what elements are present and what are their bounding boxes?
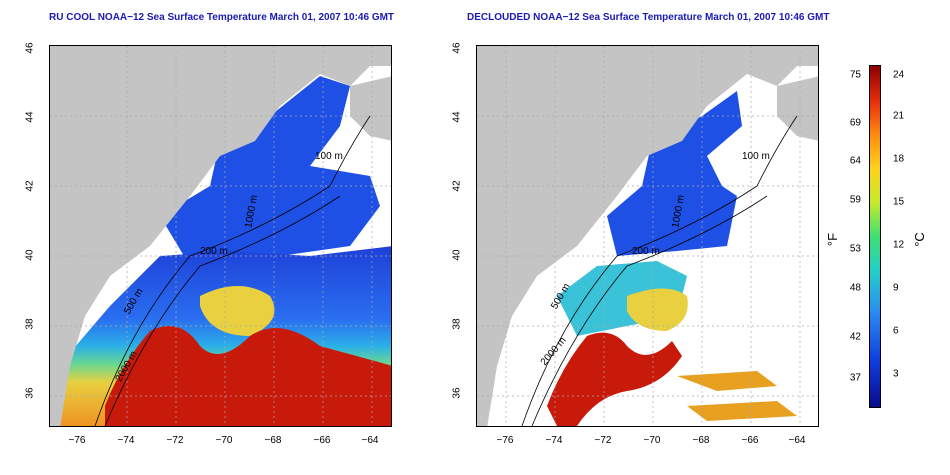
right-lon-tick: −76 bbox=[496, 435, 514, 446]
left-lat-tick: 42 bbox=[24, 180, 36, 192]
right-sst-map: 100 m 2000 m 500 m 1000 m 200 m bbox=[476, 45, 819, 427]
colorbar-fahrenheit-tick: 64 bbox=[849, 155, 861, 167]
left-lon-tick: −64 bbox=[361, 435, 379, 446]
right-lat-tick: 36 bbox=[451, 387, 463, 399]
contour-label-200m: 200 m bbox=[200, 246, 228, 257]
nova-scotia-land bbox=[777, 76, 818, 141]
left-lat-tick: 40 bbox=[24, 249, 36, 261]
left-lon-tick: −76 bbox=[68, 435, 86, 446]
right-lon-tick: −68 bbox=[692, 435, 710, 446]
contour-label-100m: 100 m bbox=[742, 151, 770, 162]
left-lon-tick: −68 bbox=[264, 435, 282, 446]
colorbar-fahrenheit-tick: 48 bbox=[849, 282, 861, 294]
land-mass bbox=[477, 46, 818, 426]
left-lon-tick: −72 bbox=[166, 435, 184, 446]
left-panel-title: RU COOL NOAA−12 Sea Surface Temperature … bbox=[49, 12, 395, 23]
colorbar-celsius-tick: 24 bbox=[893, 69, 905, 81]
right-lon-tick: −72 bbox=[594, 435, 612, 446]
colorbar-fahrenheit-tick: 42 bbox=[849, 331, 861, 343]
right-lat-tick: 40 bbox=[451, 249, 463, 261]
cold-shelf-water bbox=[160, 76, 380, 266]
warm-eddy bbox=[200, 286, 275, 336]
colorbar-fahrenheit-tick: 37 bbox=[849, 372, 861, 384]
right-lat-tick: 44 bbox=[451, 111, 463, 123]
temperature-colorbar bbox=[869, 65, 881, 408]
right-panel-title: DECLOUDED NOAA−12 Sea Surface Temperatur… bbox=[467, 12, 830, 23]
left-lat-tick: 38 bbox=[24, 318, 36, 330]
colorbar-fahrenheit-tick: 69 bbox=[849, 117, 861, 129]
land-mass bbox=[50, 46, 391, 426]
colorbar-celsius-tick: 9 bbox=[893, 282, 899, 294]
colorbar-fahrenheit-tick: 59 bbox=[849, 194, 861, 206]
left-lon-tick: −74 bbox=[117, 435, 135, 446]
colorbar-fahrenheit-tick: 75 bbox=[849, 69, 861, 81]
celsius-unit-label: °C bbox=[911, 232, 927, 247]
right-lon-tick: −64 bbox=[788, 435, 806, 446]
colorbar-celsius-tick: 6 bbox=[893, 325, 899, 337]
contour-label-100m: 100 m bbox=[315, 151, 343, 162]
fahrenheit-unit-label: °F bbox=[825, 232, 841, 247]
left-lon-tick: −70 bbox=[215, 435, 233, 446]
gulf-stream bbox=[105, 326, 391, 426]
left-sst-map: 100 m 2000 m 500 m 1000 m 200 m bbox=[49, 45, 392, 427]
colorbar-celsius-tick: 15 bbox=[893, 196, 905, 208]
right-lon-tick: −74 bbox=[545, 435, 563, 446]
left-lat-tick: 36 bbox=[24, 387, 36, 399]
colorbar-celsius-tick: 21 bbox=[893, 110, 905, 122]
right-lon-tick: −70 bbox=[643, 435, 661, 446]
contour-label-200m: 200 m bbox=[632, 246, 660, 257]
right-lat-tick: 42 bbox=[451, 180, 463, 192]
left-lon-tick: −66 bbox=[313, 435, 331, 446]
warm-eddy bbox=[627, 288, 688, 331]
right-lon-tick: −66 bbox=[741, 435, 759, 446]
left-lat-tick: 46 bbox=[24, 42, 36, 54]
right-lat-tick: 38 bbox=[451, 318, 463, 330]
gulf-stream bbox=[547, 332, 682, 426]
left-lat-tick: 44 bbox=[24, 111, 36, 123]
nova-scotia-land bbox=[350, 76, 391, 141]
colorbar-celsius-tick: 12 bbox=[893, 239, 905, 251]
colorbar-celsius-tick: 18 bbox=[893, 153, 905, 165]
colorbar-fahrenheit-tick: 53 bbox=[849, 243, 861, 255]
right-lat-tick: 46 bbox=[451, 42, 463, 54]
warm-filaments bbox=[677, 371, 797, 421]
colorbar-celsius-tick: 3 bbox=[893, 368, 899, 380]
